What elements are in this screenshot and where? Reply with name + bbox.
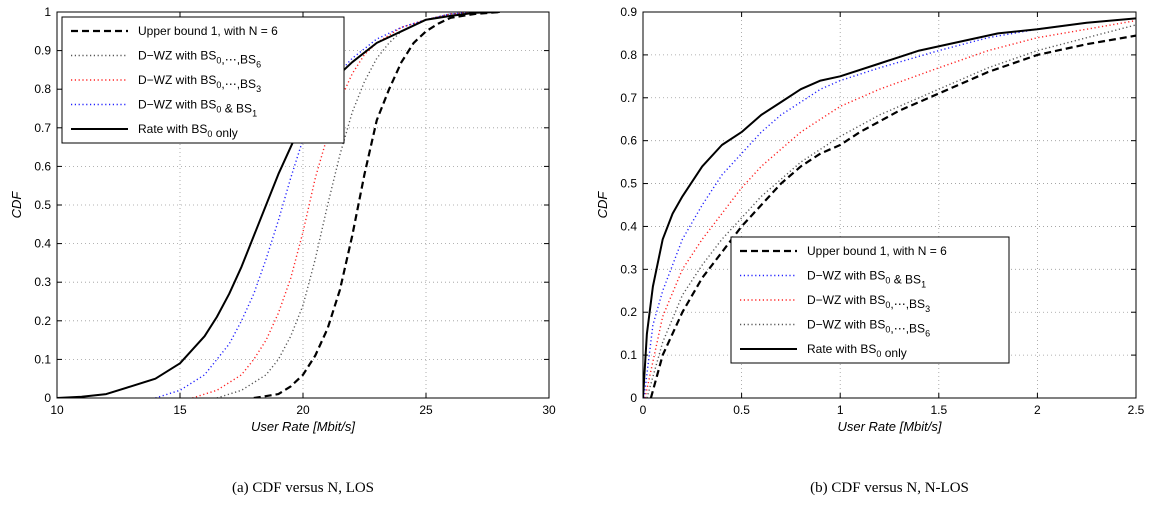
y-tick-label: 0.9 — [620, 5, 637, 19]
y-tick-label: 0.8 — [620, 48, 637, 62]
series-line-solid-black — [643, 17, 1136, 398]
legend-entry: Rate with BS0 only — [138, 122, 238, 140]
x-axis-label: User Rate [Mbit/s] — [837, 419, 941, 434]
chart-a: 10 15 20 25 3000.10.20.30.40.50.60.70.80.91U… — [9, 5, 556, 496]
y-tick-label: 0.8 — [34, 82, 51, 96]
x-tick-label: 0.5 — [733, 403, 750, 417]
legend: Upper bound 1, with N = 6 D−WZ with BS0,⋯… — [61, 16, 345, 144]
legend-entry: Rate with BS0 only — [807, 342, 907, 360]
x-tick-label: 20 — [296, 403, 310, 417]
legend-entry: D−WZ with BS0 & BS1 — [138, 98, 257, 119]
x-tick-label: 1 — [837, 403, 844, 417]
series-line-dashed-black — [649, 34, 1136, 398]
legend-entry: D−WZ with BS0,⋯,BS6 — [807, 318, 930, 339]
legend-entry: Upper bound 1, with N = 6 — [807, 244, 947, 258]
series-line-dotted-blue — [155, 12, 476, 398]
series-line-dashed-black — [253, 12, 500, 398]
x-tick-label: 30 — [542, 403, 556, 417]
y-tick-label: 0.7 — [620, 91, 637, 105]
y-tick-label: 0.1 — [620, 348, 637, 362]
y-tick-label: 0.4 — [620, 219, 637, 233]
legend-box — [730, 236, 1010, 364]
y-axis-label: CDF — [595, 191, 610, 219]
legend-entry: D−WZ with BS0 & BS1 — [807, 269, 926, 290]
y-tick-label: 0.5 — [620, 177, 637, 191]
figure-caption: (a) CDF versus N, LOS — [232, 480, 374, 496]
y-tick-label: 0.4 — [34, 237, 51, 251]
series-group — [57, 12, 500, 398]
axes-frame — [56, 11, 550, 399]
chart-b: 0 0.5 1 1.5 2 2.5 0 0.1 0.2 0.3 0.4 0.5 0.6 0.7 0.8 0.9… — [595, 5, 1145, 496]
y-tick-label: 1 — [44, 5, 51, 19]
legend-entry: Upper bound 1, with N = 6 — [138, 24, 278, 38]
y-tick-label: 0.2 — [34, 314, 51, 328]
series-group — [643, 17, 1136, 398]
x-tick-label: 2 — [1034, 403, 1041, 417]
y-tick-label: 0 — [630, 391, 637, 405]
x-tick-label: 0 — [640, 403, 647, 417]
axes-frame — [642, 11, 1137, 399]
series-line-solid-black — [57, 12, 500, 398]
figure-caption: (b) CDF versus N, N-LOS — [810, 480, 969, 496]
y-tick-label: 0.3 — [620, 262, 637, 276]
x-axis-label: User Rate [Mbit/s] — [251, 419, 355, 434]
series-line-dotted-red — [192, 12, 488, 398]
y-tick-label: 0.9 — [34, 44, 51, 58]
y-tick-label: 0 — [44, 391, 51, 405]
series-line-dotted-gray — [646, 24, 1136, 398]
legend: Upper bound 1, with N = 6 D−WZ with BS0 &… — [730, 236, 1010, 364]
legend-entry: D−WZ with BS0,⋯,BS3 — [807, 293, 930, 314]
y-tick-label: 0.3 — [34, 275, 51, 289]
y-tick-label: 0.7 — [34, 121, 51, 135]
series-line-dotted-gray — [216, 12, 488, 398]
x-tick-label: 1.5 — [930, 403, 947, 417]
legend-entry: D−WZ with BS0,⋯,BS3 — [138, 73, 261, 94]
legend-entry: D−WZ with BS0,⋯,BS6 — [138, 49, 261, 70]
y-tick-label: 0.2 — [620, 305, 637, 319]
y-tick-label: 0.1 — [34, 352, 51, 366]
x-tick-label: 10 — [50, 403, 64, 417]
y-axis-label: CDF — [9, 191, 24, 219]
y-tick-label: 0.6 — [34, 159, 51, 173]
x-tick-label: 2.5 — [1128, 403, 1145, 417]
series-line-dotted-blue — [643, 17, 1136, 398]
x-tick-label: 25 — [419, 403, 433, 417]
y-tick-label: 0.6 — [620, 134, 637, 148]
y-tick-label: 0.5 — [34, 198, 51, 212]
x-tick-label: 15 — [173, 403, 187, 417]
